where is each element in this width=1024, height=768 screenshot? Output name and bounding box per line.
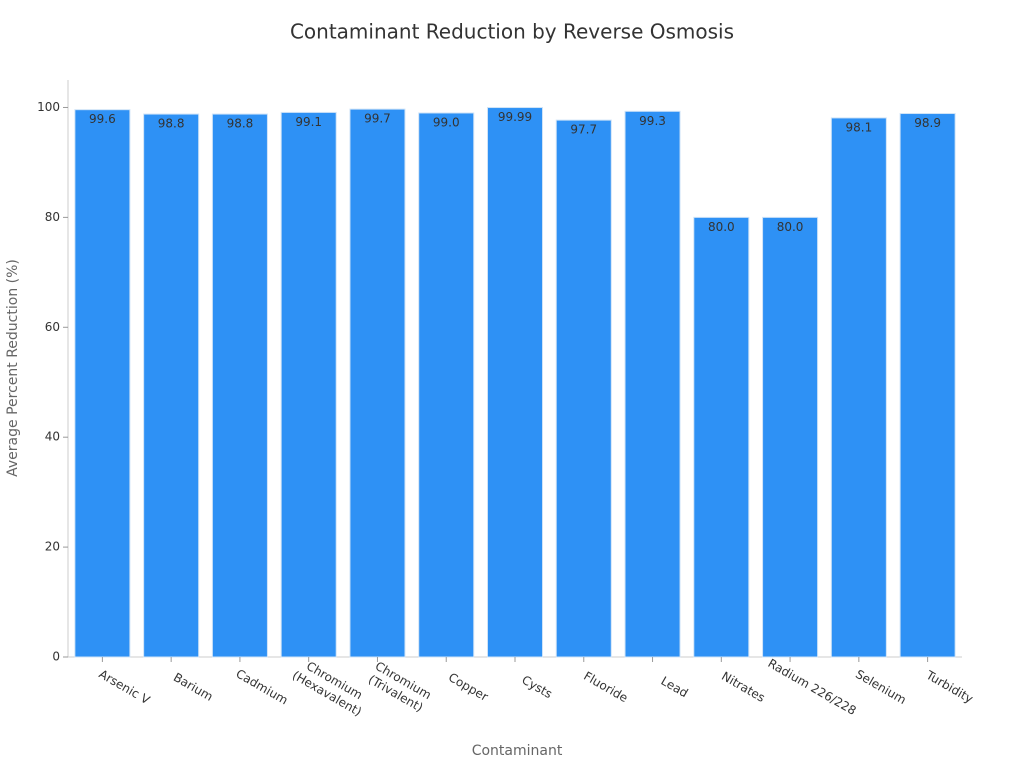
value-label: 99.1 xyxy=(295,115,322,129)
bar xyxy=(418,112,475,658)
value-label: 99.7 xyxy=(364,112,391,126)
value-label: 99.6 xyxy=(89,112,116,126)
x-tick-label: Copper xyxy=(446,670,491,704)
x-tick-label: Cadmium xyxy=(234,666,291,707)
value-label: 80.0 xyxy=(708,220,735,234)
bar xyxy=(830,117,887,658)
value-label: 80.0 xyxy=(777,220,804,234)
bar xyxy=(624,110,681,658)
y-tick-label: 0 xyxy=(52,650,60,664)
x-tick-label: Selenium xyxy=(853,667,908,707)
bar xyxy=(349,108,406,658)
x-tick-label: Chromium(Trivalent) xyxy=(365,658,433,714)
value-label: 99.0 xyxy=(433,115,460,129)
x-tick-label: Turbidity xyxy=(923,667,976,706)
value-label: 98.8 xyxy=(158,117,185,131)
y-axis-label: Average Percent Reduction (%) xyxy=(5,259,21,477)
x-tick-label: Chromium(Hexavalent) xyxy=(290,655,372,719)
value-label: 98.1 xyxy=(845,120,872,134)
bar xyxy=(486,107,544,658)
x-tick-label: Radium 226/228 xyxy=(766,656,859,718)
y-tick-label: 60 xyxy=(45,320,60,334)
bar xyxy=(280,111,337,658)
value-label: 98.9 xyxy=(914,116,941,130)
value-label: 97.7 xyxy=(570,123,597,137)
chart-title: Contaminant Reduction by Reverse Osmosis xyxy=(290,20,734,44)
y-tick-label: 40 xyxy=(45,430,60,444)
x-tick-label: Lead xyxy=(659,673,691,700)
bar xyxy=(211,113,268,658)
x-tick-label: Arsenic V xyxy=(97,666,153,707)
value-label: 98.8 xyxy=(227,117,254,131)
y-tick-label: 20 xyxy=(45,540,60,554)
bar xyxy=(899,113,956,658)
y-tick-label: 80 xyxy=(45,210,60,224)
bar xyxy=(143,113,200,658)
x-tick-label: Cysts xyxy=(520,672,555,700)
bar xyxy=(555,119,612,658)
bar xyxy=(693,216,750,658)
x-axis-label: Contaminant xyxy=(472,743,563,759)
bar xyxy=(74,109,131,658)
x-tick-label: Nitrates xyxy=(719,669,767,705)
x-tick-label: Barium xyxy=(171,670,215,704)
y-tick-label: 100 xyxy=(37,100,60,114)
x-tick-label: Fluoride xyxy=(582,668,631,704)
value-label: 99.99 xyxy=(498,110,532,124)
value-label: 99.3 xyxy=(639,114,666,128)
bar xyxy=(762,216,819,658)
